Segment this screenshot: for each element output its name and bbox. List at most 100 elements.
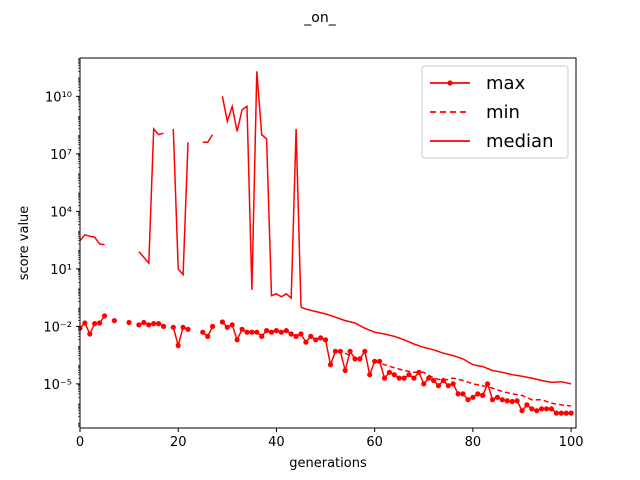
- data-point-max: [342, 367, 348, 374]
- data-point-max: [92, 321, 98, 327]
- data-point-max: [431, 377, 437, 384]
- x-tick-label: 100: [559, 435, 584, 450]
- legend: max min median: [421, 65, 569, 159]
- legend-label-median: median: [486, 131, 553, 152]
- data-point-max: [416, 369, 422, 375]
- data-point-max: [514, 398, 520, 404]
- data-point-max: [175, 342, 181, 349]
- data-point-max: [553, 410, 560, 416]
- data-point-max: [499, 397, 505, 403]
- data-point-max: [489, 397, 496, 403]
- data-point-max: [126, 319, 132, 326]
- data-point-max: [548, 406, 555, 412]
- chart-title: _on_: [303, 10, 336, 26]
- data-point-max: [411, 375, 417, 381]
- data-point-max: [151, 321, 157, 327]
- y-tick-label: 10¹⁰: [45, 90, 72, 105]
- series-line-median: [138, 126, 164, 266]
- x-tick-label: 20: [170, 435, 187, 450]
- data-point-max: [529, 406, 535, 412]
- data-point-max: [435, 383, 442, 389]
- data-point-max: [273, 328, 279, 334]
- data-point-max: [141, 319, 147, 326]
- x-tick-label: 60: [366, 435, 383, 450]
- data-point-max: [352, 356, 358, 362]
- legend-label-min: min: [486, 102, 520, 123]
- series-line-min: [374, 360, 572, 407]
- data-point-max: [268, 329, 275, 335]
- data-point-max: [80, 325, 83, 331]
- data-point-max: [391, 372, 397, 378]
- data-point-max: [298, 331, 304, 337]
- x-axis-label: generations: [289, 456, 367, 471]
- data-point-max: [170, 324, 176, 330]
- data-point-max: [406, 372, 412, 378]
- data-point-max: [568, 410, 574, 416]
- data-point-max: [519, 408, 525, 414]
- data-point-max: [288, 331, 294, 337]
- data-point-max: [87, 331, 93, 337]
- data-point-max: [504, 398, 510, 404]
- data-point-max: [534, 408, 540, 414]
- data-point-max: [327, 362, 334, 368]
- x-axis: 0 20 40 60 80 100: [76, 428, 584, 450]
- data-point-max: [563, 410, 569, 416]
- data-point-max: [82, 320, 88, 326]
- data-point-max: [249, 329, 255, 335]
- data-point-max: [136, 322, 142, 328]
- data-point-max: [234, 337, 240, 343]
- data-point-max: [278, 329, 284, 335]
- series-line-median: [80, 233, 105, 246]
- data-point-max: [470, 394, 476, 400]
- data-point-max: [239, 326, 245, 332]
- data-point-max: [111, 318, 117, 324]
- y-tick-label: 10⁻²: [43, 320, 72, 335]
- data-point-max: [254, 329, 260, 335]
- legend-box: [421, 65, 569, 159]
- data-point-max: [357, 356, 363, 362]
- data-point-max: [200, 329, 206, 335]
- series-median: [80, 71, 572, 385]
- data-point-max: [229, 322, 235, 328]
- data-point-max: [401, 375, 407, 381]
- data-point-max: [543, 406, 550, 412]
- data-point-max: [259, 333, 265, 339]
- data-point-max: [396, 375, 402, 381]
- data-point-max: [210, 323, 216, 329]
- x-tick-label: 80: [465, 435, 482, 450]
- y-tick-label: 10⁻⁵: [43, 378, 72, 393]
- data-point-max: [386, 369, 392, 375]
- data-point-max: [318, 335, 324, 341]
- data-point-max: [337, 348, 343, 354]
- data-point-max: [205, 333, 211, 339]
- data-point-max: [455, 391, 461, 397]
- data-point-max: [460, 391, 466, 397]
- axes-frame: [79, 57, 577, 429]
- data-point-max: [185, 326, 191, 332]
- data-point-max: [465, 397, 471, 403]
- data-point-max: [146, 322, 152, 328]
- data-point-max: [485, 381, 491, 387]
- y-tick-label: 10⁷: [50, 148, 72, 163]
- data-point-max: [509, 398, 515, 405]
- x-tick-label: 0: [76, 435, 84, 450]
- y-tick-label: 10⁴: [50, 205, 72, 220]
- data-point-max: [322, 337, 329, 343]
- data-point-max: [445, 383, 451, 389]
- y-axis: 10⁻⁵ 10⁻² 10¹ 10⁴ 10⁷ 10¹⁰: [43, 58, 80, 427]
- data-point-max: [367, 372, 373, 378]
- data-point-max: [480, 392, 486, 398]
- series-line-median: [202, 134, 214, 144]
- data-point-max: [293, 333, 299, 339]
- data-point-max: [264, 328, 270, 334]
- data-point-max: [362, 348, 368, 354]
- data-point-max: [219, 319, 225, 325]
- data-point-max: [450, 381, 456, 387]
- series-line-median: [172, 128, 189, 277]
- data-point-max: [160, 323, 167, 329]
- series-line-median: [300, 306, 572, 385]
- data-point-max: [539, 406, 545, 412]
- series-line-min: [344, 352, 351, 357]
- data-point-max: [180, 324, 186, 330]
